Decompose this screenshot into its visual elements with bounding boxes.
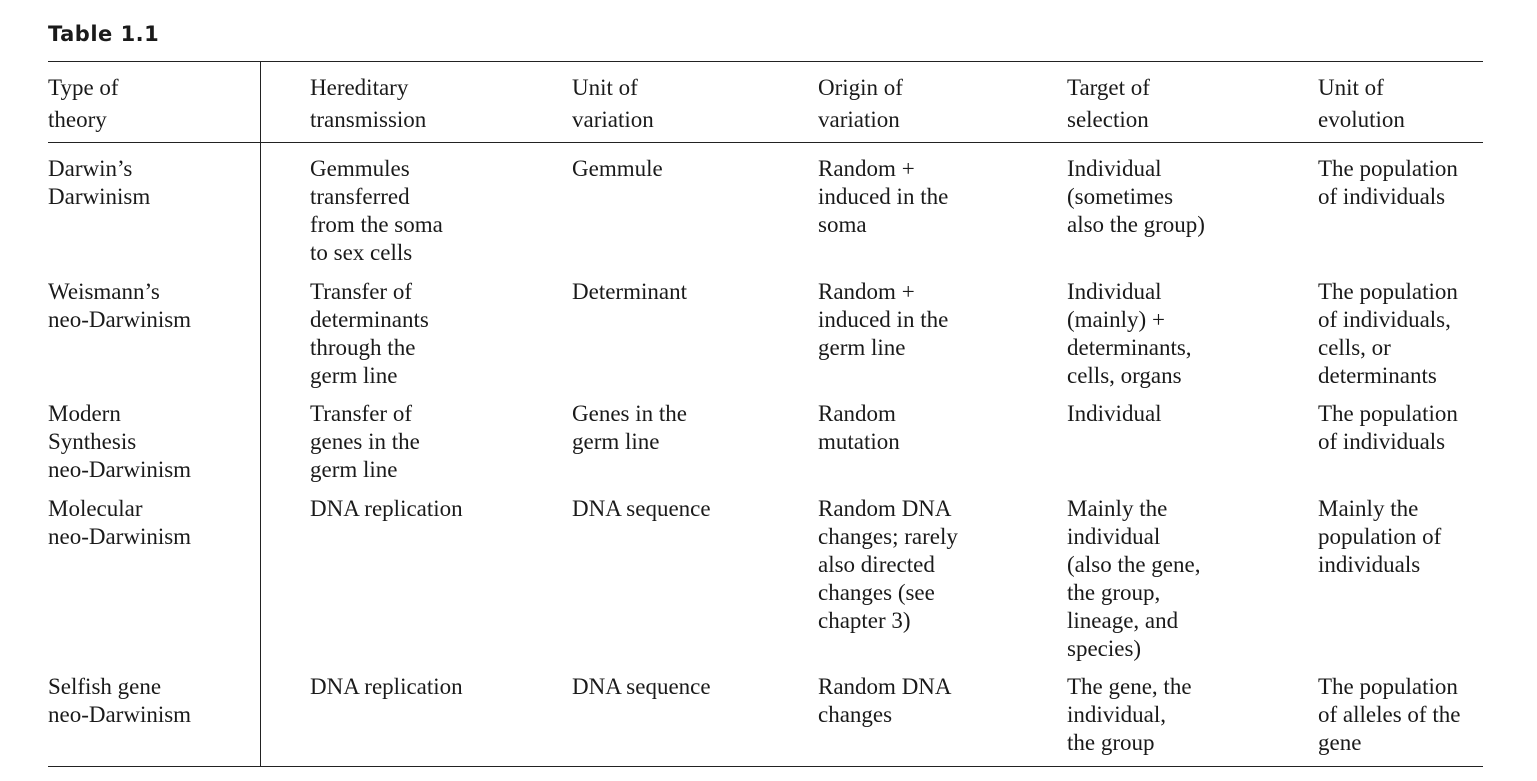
table-cell: The population of individuals, cells, or… [1318, 279, 1458, 388]
table-cell: Random DNA changes; rarely also directed… [818, 496, 958, 633]
table-cell: Mainly the population of individuals [1318, 496, 1442, 577]
table-cell: Modern Synthesis neo-Darwinism [48, 401, 192, 482]
table-cell: The gene, the individual, the group [1067, 674, 1192, 755]
table-cell: Individual (mainly) + determinants, cell… [1067, 279, 1192, 388]
header-target-of-selection: Target of selection [1067, 75, 1150, 132]
table-cell: DNA replication [310, 496, 463, 521]
table-cell: Gemmules transferred from the soma to se… [310, 156, 443, 265]
table-cell: Random + induced in the soma [818, 156, 949, 237]
table-cell: Random + induced in the germ line [818, 279, 949, 360]
header-hereditary-transmission: Hereditary transmission [310, 75, 427, 132]
top-rule [48, 61, 1483, 62]
table-cell: Darwin’s Darwinism [48, 156, 151, 209]
table-cell: Genes in the germ line [572, 401, 687, 454]
table-cell: Random mutation [818, 401, 900, 454]
table-cell: Mainly the individual (also the gene, th… [1067, 496, 1201, 661]
header-unit-of-variation: Unit of variation [572, 75, 654, 132]
table-cell: DNA sequence [572, 674, 711, 699]
table-cell: DNA sequence [572, 496, 711, 521]
table-cell: The population of individuals [1318, 156, 1458, 209]
bottom-rule [48, 766, 1483, 767]
table-cell: Random DNA changes [818, 674, 952, 727]
table-cell: Gemmule [572, 156, 663, 181]
table-caption: Table 1.1 [48, 22, 160, 46]
column-divider [260, 61, 261, 767]
table-cell: Individual (sometimes also the group) [1067, 156, 1205, 237]
table-cell: Transfer of determinants through the ger… [310, 279, 429, 388]
table-cell: Molecular neo-Darwinism [48, 496, 192, 549]
header-rule [48, 142, 1483, 143]
header-origin-of-variation: Origin of variation [818, 75, 903, 132]
table-cell: Selfish gene neo-Darwinism [48, 674, 192, 727]
table-cell: Individual [1067, 401, 1162, 426]
header-type-of-theory: Type of theory [48, 75, 119, 132]
table-cell: The population of alleles of the gene [1318, 674, 1461, 755]
table-cell: The population of individuals [1318, 401, 1458, 454]
table-cell: Determinant [572, 279, 687, 304]
header-unit-of-evolution: Unit of evolution [1318, 75, 1405, 132]
table-cell: Weismann’s neo-Darwinism [48, 279, 192, 332]
table-cell: DNA replication [310, 674, 463, 699]
table-cell: Transfer of genes in the germ line [310, 401, 420, 482]
